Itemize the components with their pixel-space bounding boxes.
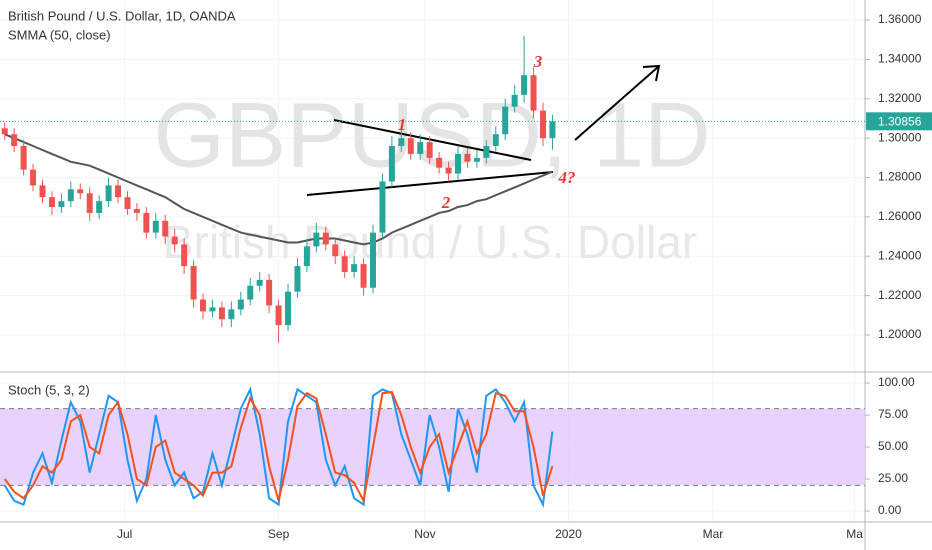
candle-body xyxy=(124,197,131,210)
candle-body xyxy=(115,185,122,198)
annotation: 4? xyxy=(558,168,576,187)
candle-body xyxy=(436,157,443,168)
candle-body xyxy=(322,232,329,245)
candle-body xyxy=(483,146,490,158)
x-tick-label: Ma xyxy=(846,527,863,541)
y-tick-label: 1.20000 xyxy=(878,327,922,341)
candle-body xyxy=(162,220,169,237)
y-tick-label: 1.34000 xyxy=(878,52,922,66)
y-tick-label: 1.36000 xyxy=(878,12,922,26)
candle-body xyxy=(492,134,499,147)
y-tick-label: 1.24000 xyxy=(878,248,922,262)
candle-body xyxy=(379,181,386,233)
candle-body xyxy=(445,167,452,174)
candle-body xyxy=(48,197,55,208)
trend-line xyxy=(306,171,554,196)
candle-body xyxy=(200,299,207,312)
candle-body xyxy=(218,307,225,320)
y-tick-label: 1.30000 xyxy=(878,130,922,144)
candle-body xyxy=(247,285,254,300)
candle-body xyxy=(417,142,424,154)
candle-body xyxy=(96,201,103,213)
series-line xyxy=(3,390,554,504)
candle-body xyxy=(539,110,546,139)
candle-body xyxy=(20,146,27,170)
candle-body xyxy=(152,220,159,233)
candle-body xyxy=(464,153,471,162)
candle-body xyxy=(58,201,65,208)
candle-body xyxy=(294,266,301,292)
y-tick-label: 1.26000 xyxy=(878,209,922,223)
candle-body xyxy=(86,193,93,213)
arrow-head xyxy=(642,64,661,82)
y-tick-label: 25.00 xyxy=(878,471,908,485)
x-tick-label: Mar xyxy=(703,527,724,541)
candle-body xyxy=(407,138,414,154)
candle-body xyxy=(502,106,509,135)
candle-body xyxy=(171,236,178,245)
watermark: GBPUSD, 1D xyxy=(153,84,710,186)
y-tick-label: 1.22000 xyxy=(878,288,922,302)
candle-body xyxy=(275,305,282,326)
candle-body xyxy=(313,232,320,247)
y-tick-label: 0.00 xyxy=(878,503,902,517)
candle-body xyxy=(143,212,150,233)
candle-body xyxy=(39,185,46,198)
candle-body xyxy=(530,75,537,111)
annotation: 2 xyxy=(441,193,451,212)
series-line xyxy=(4,133,553,246)
candle-body xyxy=(11,134,18,147)
candle-body xyxy=(285,291,292,326)
candle-body xyxy=(105,185,112,202)
candle-body xyxy=(67,189,74,202)
candle-body xyxy=(398,138,405,147)
candle-body xyxy=(303,246,310,267)
last-price-label: 1.30856 xyxy=(878,114,922,128)
annotation: 3 xyxy=(533,52,543,71)
candle-body xyxy=(388,146,395,182)
x-tick-label: Nov xyxy=(414,527,435,541)
annotation: 1 xyxy=(398,115,407,134)
candle-body xyxy=(360,264,367,288)
candle-body xyxy=(237,299,244,310)
candle-body xyxy=(181,244,188,267)
candle-body xyxy=(549,121,556,139)
candle-body xyxy=(454,153,461,174)
candle-body xyxy=(190,266,197,300)
candle-body xyxy=(133,209,140,213)
y-tick-label: 100.00 xyxy=(878,375,915,389)
candle-body xyxy=(332,244,339,257)
candle-body xyxy=(30,169,37,186)
y-tick-label: 50.00 xyxy=(878,439,908,453)
y-tick-label: 1.32000 xyxy=(878,91,922,105)
y-tick-label: 75.00 xyxy=(878,407,908,421)
candle-body xyxy=(521,75,528,95)
candle-body xyxy=(370,232,377,288)
candle-body xyxy=(473,157,480,162)
candle-body xyxy=(511,94,518,107)
stoch-title: Stoch (5, 3, 2) xyxy=(8,382,90,397)
candle-body xyxy=(228,309,235,320)
arrow xyxy=(574,66,659,141)
x-tick-label: Jul xyxy=(117,527,132,541)
candle-body xyxy=(77,189,84,194)
candle-body xyxy=(341,256,348,272)
candle-body xyxy=(426,142,433,158)
x-tick-label: Sep xyxy=(268,527,290,541)
last-price-box xyxy=(866,112,932,131)
chart-title: British Pound / U.S. Dollar, 1D, OANDA xyxy=(8,8,236,23)
candle-body xyxy=(351,264,358,272)
candle-body xyxy=(266,279,273,306)
indicator-label: SMMA (50, close) xyxy=(8,27,111,42)
candle-body xyxy=(209,307,216,312)
watermark-subtitle: British Pound / U.S. Dollar xyxy=(163,216,697,268)
x-tick-label: 2020 xyxy=(555,527,582,541)
y-tick-label: 1.28000 xyxy=(878,170,922,184)
candle-body xyxy=(256,279,263,286)
candle-body xyxy=(1,128,8,135)
series-line xyxy=(3,386,554,509)
trend-line xyxy=(333,119,532,161)
